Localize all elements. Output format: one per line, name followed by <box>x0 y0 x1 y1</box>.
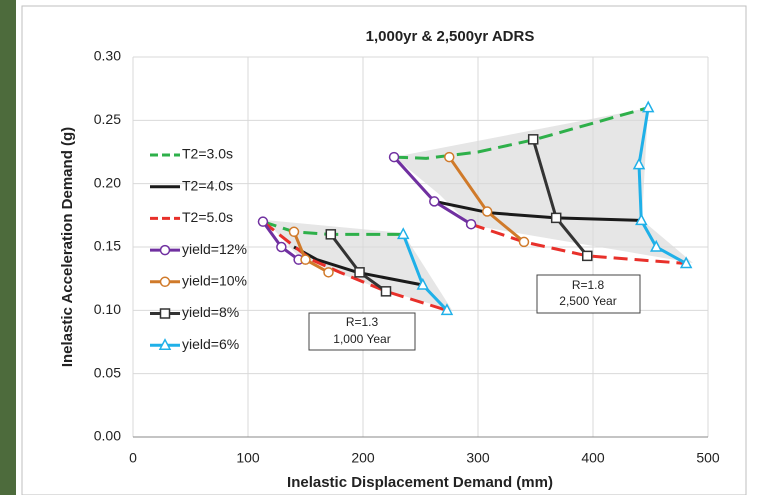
y-tick-label: 0.05 <box>94 364 121 380</box>
marker <box>277 243 286 252</box>
marker <box>355 268 364 277</box>
legend-label: T2=4.0s <box>182 177 233 193</box>
marker <box>324 268 333 277</box>
marker <box>382 287 391 296</box>
legend-label: T2=5.0s <box>182 209 233 225</box>
marker <box>520 237 529 246</box>
marker <box>161 277 170 286</box>
x-tick-label: 300 <box>466 450 490 466</box>
legend-label: yield=12% <box>182 241 247 257</box>
annotation: R=1.8 <box>572 278 605 292</box>
legend-label: T2=3.0s <box>182 146 233 162</box>
marker <box>583 251 592 260</box>
y-tick-label: 0.00 <box>94 428 121 444</box>
annotation: 2,500 Year <box>559 294 616 308</box>
y-tick-label: 0.15 <box>94 238 121 254</box>
marker <box>258 217 267 226</box>
marker <box>326 230 335 239</box>
marker <box>552 213 561 222</box>
chart: 1,000yr & 2,500yr ADRS Inelastic Displac… <box>0 0 770 495</box>
marker <box>390 153 399 162</box>
marker <box>161 309 170 318</box>
x-tick-label: 100 <box>236 450 260 466</box>
y-axis-label: Inelastic Acceleration Demand (g) <box>59 127 76 367</box>
chart-title: 1,000yr & 2,500yr ADRS <box>366 28 535 45</box>
marker <box>290 227 299 236</box>
marker <box>161 246 170 255</box>
y-tick-label: 0.10 <box>94 301 121 317</box>
background-strip <box>0 0 16 495</box>
legend-label: yield=8% <box>182 304 239 320</box>
x-tick-label: 200 <box>351 450 375 466</box>
marker <box>445 153 454 162</box>
annotation: 1,000 Year <box>333 332 390 346</box>
marker <box>467 220 476 229</box>
marker <box>430 197 439 206</box>
marker <box>483 207 492 216</box>
y-tick-label: 0.25 <box>94 111 121 127</box>
y-tick-label: 0.20 <box>94 174 121 190</box>
marker <box>529 135 538 144</box>
x-tick-label: 400 <box>581 450 605 466</box>
x-tick-label: 0 <box>129 450 137 466</box>
marker <box>301 255 310 264</box>
y-tick-label: 0.30 <box>94 48 121 64</box>
legend-label: yield=10% <box>182 273 247 289</box>
x-tick-label: 500 <box>696 450 720 466</box>
x-axis-label: Inelastic Displacement Demand (mm) <box>287 474 553 491</box>
page: {"chart_data": {"type": "line", "title":… <box>0 0 770 495</box>
annotation: R=1.3 <box>346 315 379 329</box>
legend-label: yield=6% <box>182 336 239 352</box>
